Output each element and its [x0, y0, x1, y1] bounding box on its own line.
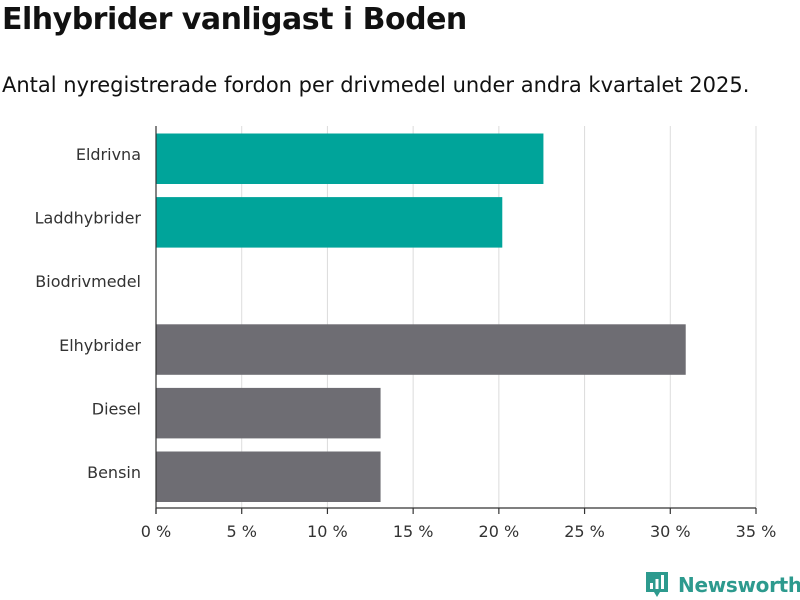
x-tick-label-35: 35 % — [736, 522, 777, 541]
chart-title: Elhybrider vanligast i Boden — [2, 2, 467, 37]
chart-subtitle: Antal nyregistrerade fordon per drivmede… — [2, 73, 750, 97]
category-label-elhybrider: Elhybrider — [59, 336, 141, 355]
x-tick-label-15: 15 % — [393, 522, 434, 541]
x-tick-label-0: 0 % — [141, 522, 171, 541]
brand-name: Newsworthy — [678, 573, 800, 597]
x-tick-label-30: 30 % — [650, 522, 691, 541]
newsworthy-logo-icon — [646, 572, 668, 597]
bar-eldrivna — [156, 133, 544, 184]
category-label-laddhybrider: Laddhybrider — [35, 209, 142, 228]
x-tick-label-5: 5 % — [226, 522, 256, 541]
brand-logo: Newsworthy — [644, 570, 800, 600]
bar-laddhybrider — [156, 197, 503, 248]
bar-chart: Eldrivna Laddhybrider Biodrivmedel Elhybrid… — [35, 126, 777, 541]
bar-diesel — [156, 387, 381, 439]
x-tick-label-10: 10 % — [307, 522, 348, 541]
category-label-diesel: Diesel — [92, 399, 141, 418]
bar-bensin — [156, 451, 381, 502]
category-label-eldrivna: Eldrivna — [76, 145, 141, 164]
bar-elhybrider — [156, 324, 686, 375]
category-label-biodrivmedel: Biodrivmedel — [35, 272, 141, 291]
x-tick-label-20: 20 % — [479, 522, 520, 541]
category-label-bensin: Bensin — [87, 463, 141, 482]
x-tick-label-25: 25 % — [564, 522, 605, 541]
